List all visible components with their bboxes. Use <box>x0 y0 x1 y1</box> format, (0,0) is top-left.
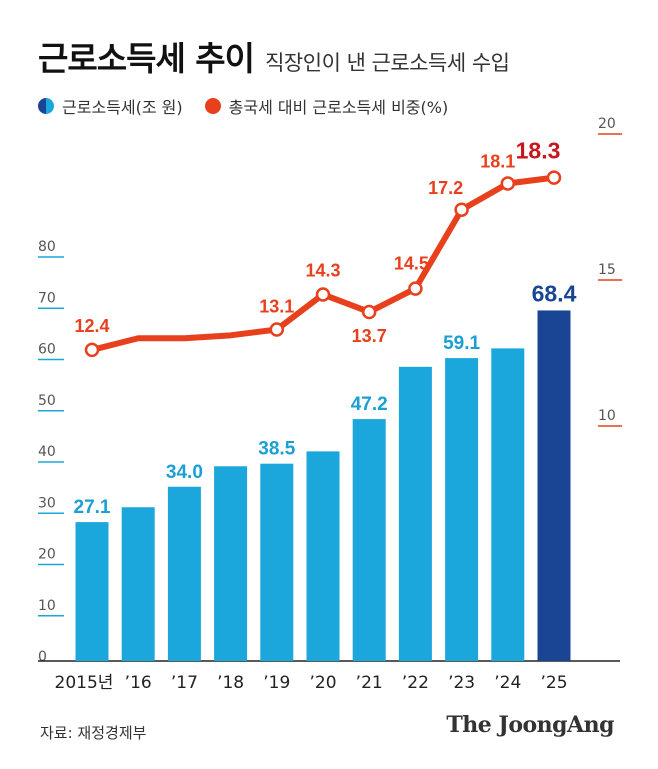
line-point <box>315 287 331 302</box>
line-value-label: 18.3 <box>516 138 561 164</box>
bar <box>445 358 479 661</box>
x-axis-category-label: ’22 <box>402 673 429 693</box>
bar-value-label: 68.4 <box>532 280 577 306</box>
publisher-logo: The JoongAng <box>446 712 614 738</box>
chart-subtitle: 직장인이 낸 근로소득세 수입 <box>265 51 510 75</box>
left-axis-tick-label: 20 <box>38 547 56 563</box>
source-note: 자료: 재정경제부 <box>40 724 147 742</box>
bar <box>260 463 294 661</box>
x-axis-category-label: ’20 <box>309 673 336 693</box>
line-point <box>361 304 377 320</box>
x-axis-category-label: ’21 <box>356 673 383 693</box>
bar <box>352 419 386 661</box>
line-point <box>546 170 562 185</box>
bar-value-label: 34.0 <box>166 462 203 483</box>
line-point <box>500 176 516 191</box>
bar-value-label: 47.2 <box>351 394 388 415</box>
x-axis-category-label: ’18 <box>217 673 244 693</box>
bar-value-label: 38.5 <box>258 439 295 460</box>
left-axis-tick-label: 10 <box>38 598 56 614</box>
line-value-label: 18.1 <box>480 151 515 171</box>
right-axis-tick-label: 20 <box>598 116 616 132</box>
x-axis-category-label: ’16 <box>125 673 152 693</box>
legend-line-swatch-icon <box>204 98 221 114</box>
header: 근로소득세 추이 직장인이 낸 근로소득세 수입 <box>38 32 510 80</box>
left-axis-tick-label: 60 <box>38 342 56 358</box>
x-axis-category-label: 2015년 <box>55 673 114 693</box>
bar <box>214 466 248 661</box>
line-value-label: 13.1 <box>259 296 294 316</box>
left-axis-tick-label: 50 <box>38 393 56 409</box>
line-point <box>269 322 285 337</box>
x-axis-category-label: ’17 <box>171 673 198 693</box>
left-axis-tick-label: 40 <box>38 444 56 460</box>
left-axis-tick-label: 30 <box>38 495 56 511</box>
right-axis-tick-label: 10 <box>598 408 616 424</box>
x-axis-category-label: ’23 <box>448 673 475 693</box>
legend: 근로소득세(조 원) 총국세 대비 근로소득세 비중(%) <box>38 94 448 118</box>
bar <box>121 507 155 661</box>
line-point <box>84 342 100 358</box>
right-axis-tick-label: 15 <box>598 262 616 278</box>
bar-value-label: 27.1 <box>74 497 111 518</box>
line-value-label: 17.2 <box>428 178 463 198</box>
left-axis-tick-label: 0 <box>38 649 47 665</box>
line-value-label: 14.3 <box>305 260 340 280</box>
bar <box>398 366 432 661</box>
x-axis-category-label: ’24 <box>494 673 521 693</box>
line-value-label: 14.5 <box>394 254 429 274</box>
line-value-label: 12.4 <box>74 316 109 336</box>
bar <box>491 348 525 661</box>
bar-value-label: 59.1 <box>443 333 480 354</box>
left-axis-tick-label: 80 <box>38 239 56 255</box>
left-axis-tick-label: 70 <box>38 290 56 306</box>
x-axis-category-label: ’25 <box>540 673 567 693</box>
chart-title: 근로소득세 추이 <box>38 39 255 78</box>
line-value-label: 13.7 <box>352 326 387 346</box>
legend-line-label: 총국세 대비 근로소득세 비중(%) <box>228 98 449 117</box>
bar <box>306 451 340 661</box>
bar <box>75 522 109 661</box>
bar <box>537 310 571 661</box>
x-axis-category-label: ’19 <box>263 673 290 693</box>
legend-bar-swatch-icon <box>38 98 54 114</box>
line-point <box>408 281 423 296</box>
line-point <box>454 202 469 218</box>
bar <box>167 486 201 661</box>
legend-bar-label: 근로소득세(조 원) <box>62 98 183 117</box>
